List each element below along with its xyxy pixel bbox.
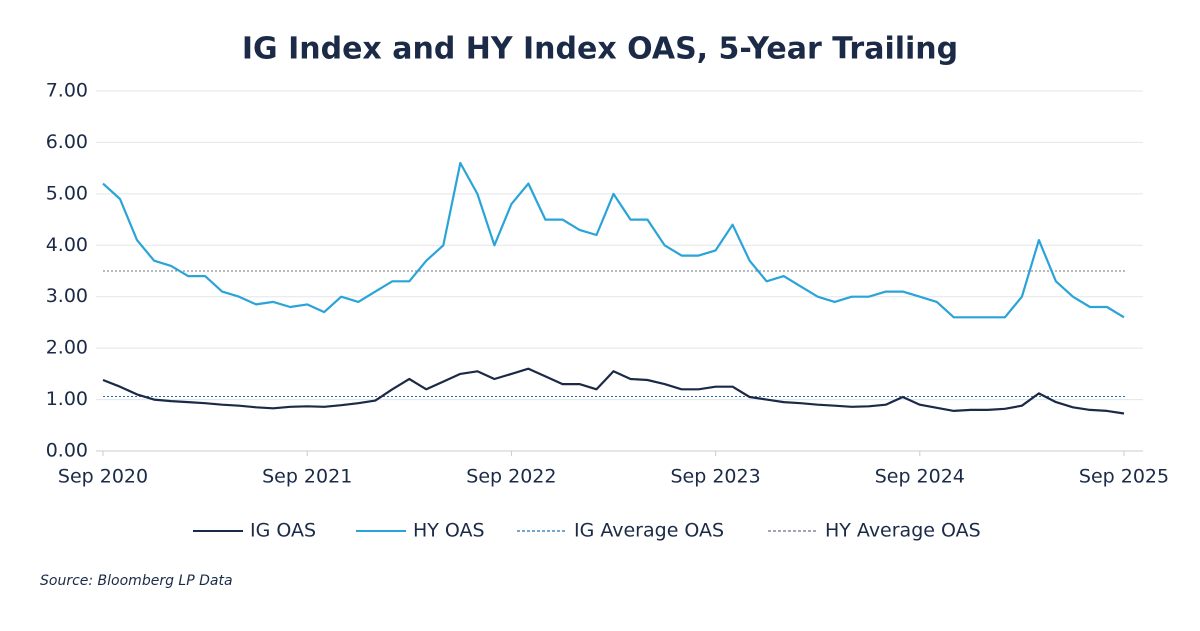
legend-label: IG Average OAS bbox=[574, 520, 724, 542]
series-line bbox=[102, 367, 1125, 415]
y-tick-label: 0.00 bbox=[46, 440, 88, 462]
x-tick-label: Sep 2020 bbox=[58, 466, 148, 488]
y-tick-label: 6.00 bbox=[46, 131, 88, 153]
source: Source: Bloomberg LP Data bbox=[40, 573, 233, 589]
chart-title: IG Index and HY Index OAS, 5-Year Traili… bbox=[242, 32, 958, 67]
legend-label: IG OAS bbox=[250, 520, 316, 542]
x-tick-label: Sep 2023 bbox=[670, 466, 760, 488]
y-tick-label: 5.00 bbox=[46, 182, 88, 204]
y-tick-label: 3.00 bbox=[46, 285, 88, 307]
x-tick-label: Sep 2025 bbox=[1079, 466, 1169, 488]
y-tick-label: 7.00 bbox=[46, 80, 88, 102]
y-tick-label: 2.00 bbox=[46, 337, 88, 359]
series-line bbox=[102, 161, 1125, 319]
x-tick-label: Sep 2024 bbox=[875, 466, 965, 488]
x-tick-label: Sep 2021 bbox=[262, 466, 352, 488]
legend-label: HY OAS bbox=[413, 520, 485, 542]
y-tick-label: 4.00 bbox=[46, 234, 88, 256]
x-tick-label: Sep 2022 bbox=[466, 466, 556, 488]
y-tick-label: 1.00 bbox=[46, 388, 88, 410]
legend-label: HY Average OAS bbox=[825, 520, 981, 542]
